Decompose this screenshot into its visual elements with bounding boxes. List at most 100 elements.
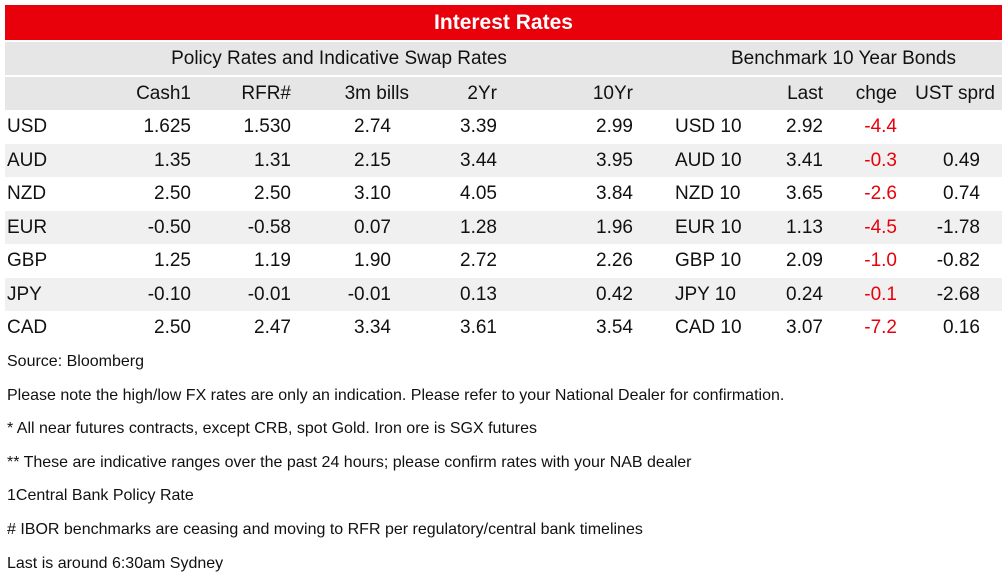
footnote-policy-rate: 1Central Bank Policy Rate: [7, 487, 194, 505]
col-header-ust-sprd: UST sprd: [915, 83, 995, 104]
swap-10yr-cell: 0.42: [596, 283, 633, 305]
currency-cell: EUR: [7, 216, 48, 238]
bond-last-cell: 3.41: [786, 149, 823, 171]
ust-sprd-cell: 0.74: [943, 183, 980, 204]
footnote-futures: * All near futures contracts, except CRB…: [7, 420, 538, 438]
currency-cell: AUD: [7, 149, 48, 171]
table-row: GBP 1.25 1.19 1.90 2.72 2.26 GBP 10 2.09 -1.0 -0.…: [5, 244, 1002, 278]
section-header-row: Policy Rates and Indicative Swap Rates B…: [5, 42, 1002, 75]
ust-sprd-cell: 0.49: [943, 149, 980, 171]
swap-2yr-cell: 3.61: [460, 317, 497, 338]
rfr-cell: 1.31: [254, 149, 291, 171]
bond-chge-cell: -0.1: [864, 283, 897, 305]
bond-name-cell: AUD 10: [675, 149, 742, 171]
ust-sprd-cell: [900, 110, 980, 144]
bond-chge-cell: -1.0: [864, 250, 897, 271]
col-header-cash: Cash1: [136, 83, 191, 104]
cash-rate-cell: 1.625: [143, 116, 191, 137]
bills-cell: 3.10: [354, 183, 391, 204]
swap-10yr-cell: 2.99: [596, 116, 633, 137]
rfr-cell: 1.530: [243, 116, 291, 137]
currency-cell: GBP: [7, 250, 48, 271]
bond-name-cell: USD 10: [675, 116, 742, 137]
cash-rate-cell: 2.50: [154, 183, 191, 204]
policy-section-header: Policy Rates and Indicative Swap Rates: [171, 48, 507, 69]
bills-cell: 2.15: [354, 149, 391, 171]
swap-10yr-cell: 3.95: [596, 149, 633, 171]
interest-rates-table: Interest Rates Policy Rates and Indicati…: [5, 5, 1002, 345]
swap-2yr-cell: 2.72: [460, 250, 497, 271]
bills-cell: 0.07: [354, 216, 391, 238]
col-header-chge: chge: [855, 83, 897, 104]
cash-rate-cell: 1.35: [154, 149, 191, 171]
swap-2yr-cell: 0.13: [460, 283, 497, 305]
swap-2yr-cell: 4.05: [460, 183, 497, 204]
rfr-cell: 2.50: [254, 183, 291, 204]
rfr-cell: 1.19: [254, 250, 291, 271]
bond-last-cell: 2.09: [786, 250, 823, 271]
bond-name-cell: JPY 10: [675, 283, 736, 305]
bills-cell: 2.74: [354, 116, 391, 137]
currency-cell: JPY: [7, 283, 42, 305]
bills-cell: -0.01: [347, 283, 391, 305]
ust-sprd-cell: -0.82: [936, 250, 980, 271]
cash-rate-cell: -0.10: [147, 283, 191, 305]
footnote-source: Source: Bloomberg: [7, 353, 144, 370]
currency-cell: CAD: [7, 317, 48, 338]
ust-sprd-cell: 0.16: [943, 317, 980, 338]
col-header-rfr: RFR#: [241, 83, 291, 104]
swap-10yr-cell: 1.96: [596, 216, 633, 238]
swap-10yr-cell: 3.84: [596, 183, 633, 204]
bills-cell: 3.34: [354, 317, 391, 338]
bills-cell: 1.90: [354, 250, 391, 271]
bond-last-cell: 2.92: [786, 116, 823, 137]
cash-rate-cell: 2.50: [154, 317, 191, 338]
swap-2yr-cell: 3.44: [460, 149, 497, 171]
rfr-cell: -0.58: [247, 216, 291, 238]
footnote-last-time: Last is around 6:30am Sydney: [7, 554, 224, 572]
bond-chge-cell: -4.4: [864, 116, 897, 137]
bond-name-cell: NZD 10: [675, 183, 741, 204]
bond-last-cell: 3.65: [786, 183, 823, 204]
swap-10yr-cell: 2.26: [596, 250, 633, 271]
bond-last-cell: 0.24: [786, 283, 823, 305]
cash-rate-cell: -0.50: [147, 216, 191, 238]
rfr-cell: -0.01: [247, 283, 291, 305]
table-row: NZD 2.50 2.50 3.10 4.05 3.84 NZD 10 3.65 -2.6 0.7…: [5, 177, 1002, 211]
table-row: AUD 1.35 1.31 2.15 3.44 3.95 AUD 10 3.41 -0.3 0.4…: [5, 143, 1002, 177]
table-row: EUR -0.50 -0.58 0.07 1.28 1.96 EUR 10 1.13 -4.5 -…: [5, 210, 1002, 244]
table-row: JPY -0.10 -0.01 -0.01 0.13 0.42 JPY 10 0.24 -0.1…: [5, 277, 1002, 311]
col-header-last: Last: [787, 83, 823, 104]
footnote-ibor: # IBOR benchmarks are ceasing and moving…: [7, 520, 643, 538]
bond-name-cell: GBP 10: [675, 250, 742, 271]
swap-2yr-cell: 1.28: [460, 216, 497, 238]
bond-chge-cell: -0.3: [864, 149, 897, 171]
currency-cell: USD: [7, 116, 48, 137]
bond-chge-cell: -7.2: [864, 317, 897, 338]
table-row: CAD 2.50 2.47 3.34 3.61 3.54 CAD 10 3.07 -7.2 0.1…: [5, 311, 1002, 345]
bond-last-cell: 1.13: [786, 216, 823, 238]
cash-rate-cell: 1.25: [154, 250, 191, 271]
table-title: Interest Rates: [5, 5, 1002, 40]
col-header-2yr: 2Yr: [467, 83, 497, 104]
bonds-section-header: Benchmark 10 Year Bonds: [731, 48, 956, 69]
col-header-10yr: 10Yr: [592, 83, 633, 104]
ust-sprd-cell: -2.68: [936, 283, 980, 305]
swap-2yr-cell: 3.39: [460, 116, 497, 137]
column-header-row: Cash1 RFR# 3m bills 2Yr 10Yr Last chge U…: [5, 77, 1002, 110]
bond-chge-cell: -4.5: [864, 216, 897, 238]
footnotes: Source: Bloomberg Please note the high/l…: [7, 345, 784, 580]
bond-chge-cell: -2.6: [864, 183, 897, 204]
table-row: USD 1.625 1.530 2.74 3.39 2.99 USD 10 2.92 -4.4: [5, 110, 1002, 144]
rfr-cell: 2.47: [254, 317, 291, 338]
footnote-fx-disclaimer: Please note the high/low FX rates are on…: [7, 386, 785, 404]
currency-cell: NZD: [7, 183, 47, 204]
swap-10yr-cell: 3.54: [596, 317, 633, 338]
bond-name-cell: EUR 10: [675, 216, 742, 238]
ust-sprd-cell: -1.78: [936, 216, 980, 238]
footnote-ranges: ** These are indicative ranges over the …: [7, 453, 692, 471]
bond-last-cell: 3.07: [786, 317, 823, 338]
col-header-3m-bills: 3m bills: [344, 83, 409, 104]
bond-name-cell: CAD 10: [675, 317, 742, 338]
table-body: USD 1.625 1.530 2.74 3.39 2.99 USD 10 2.92 -4.4 A…: [5, 110, 1002, 345]
